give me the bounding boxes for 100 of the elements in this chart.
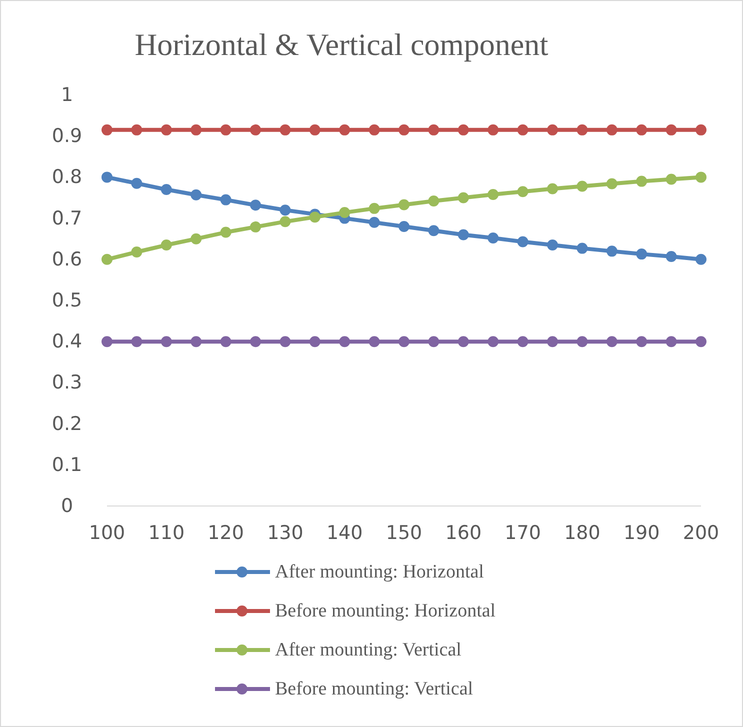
x-tick-label: 110 — [148, 522, 185, 544]
point — [398, 336, 410, 348]
point — [190, 124, 202, 136]
y-tick-label: 0 — [60, 495, 74, 517]
point — [517, 336, 528, 348]
point — [339, 336, 350, 348]
point — [339, 124, 350, 136]
x-tick-label: 160 — [445, 522, 482, 544]
x-tick-label: 130 — [267, 522, 304, 544]
point — [458, 192, 469, 204]
y-tick-label: 0.1 — [52, 454, 82, 476]
point — [517, 236, 528, 248]
point — [666, 336, 677, 348]
point — [547, 240, 558, 251]
point — [488, 124, 499, 136]
point — [309, 212, 320, 223]
point — [458, 124, 469, 136]
point — [220, 194, 232, 206]
point — [428, 336, 440, 348]
point — [102, 172, 112, 183]
point — [220, 124, 232, 136]
point — [606, 336, 618, 348]
x-tick-label: 150 — [386, 522, 422, 544]
point — [131, 178, 142, 189]
point — [280, 204, 291, 216]
chart-title: Horizontal & Vertical component — [134, 27, 549, 62]
x-tick-label: 170 — [504, 522, 541, 544]
point — [250, 336, 261, 348]
point — [250, 221, 261, 232]
point — [368, 336, 380, 348]
point — [576, 336, 588, 348]
point — [102, 336, 112, 348]
point — [576, 242, 588, 254]
point — [576, 180, 588, 192]
point — [458, 336, 469, 348]
x-tick-label: 100 — [88, 522, 126, 544]
point — [458, 229, 469, 240]
point — [398, 199, 410, 210]
legend-label: After mounting: Horizontal — [275, 562, 484, 582]
legend-label: Before mounting: Horizontal — [275, 600, 496, 622]
point — [488, 336, 499, 348]
x-tick-label: 180 — [564, 522, 600, 544]
point — [131, 246, 142, 258]
point — [398, 124, 410, 136]
point — [190, 336, 202, 348]
point — [160, 124, 172, 136]
point — [696, 254, 706, 265]
point — [368, 124, 380, 136]
point — [309, 124, 320, 136]
point — [131, 124, 142, 136]
point — [280, 336, 291, 348]
x-tick-label: 200 — [682, 522, 720, 544]
point — [160, 240, 172, 251]
point — [636, 336, 648, 348]
point — [606, 178, 618, 190]
point — [131, 336, 142, 348]
point — [190, 233, 202, 244]
point — [428, 124, 440, 136]
point — [488, 188, 499, 200]
point — [696, 336, 706, 348]
point — [280, 216, 291, 228]
y-tick-label: 0.8 — [52, 166, 82, 188]
point — [220, 336, 232, 348]
point — [636, 124, 648, 136]
point — [398, 221, 410, 232]
legend-label: After mounting: Vertical — [275, 640, 462, 660]
point — [547, 183, 558, 194]
point — [428, 196, 440, 207]
point — [102, 124, 112, 136]
point — [666, 174, 677, 185]
y-tick-label: 0.9 — [52, 125, 82, 148]
point — [636, 248, 648, 260]
y-tick-label: 0.5 — [52, 290, 82, 312]
point — [547, 124, 558, 136]
point — [250, 200, 261, 211]
y-tick-label: 1 — [60, 84, 74, 106]
point — [517, 124, 528, 136]
x-tick-label: 120 — [208, 522, 244, 544]
point — [576, 124, 588, 136]
y-tick-label: 0.7 — [52, 207, 82, 230]
point — [160, 336, 172, 348]
y-tick-label: 0.6 — [52, 248, 82, 270]
x-tick-label: 190 — [623, 522, 660, 544]
point — [696, 172, 706, 183]
point — [368, 216, 380, 228]
point — [636, 176, 648, 187]
point — [606, 246, 618, 257]
point — [488, 232, 499, 244]
x-tick-label: 140 — [326, 522, 363, 544]
point — [368, 202, 380, 214]
point — [250, 124, 261, 136]
point — [309, 336, 320, 348]
point — [547, 336, 558, 348]
point — [280, 124, 291, 136]
y-tick-label: 0.3 — [52, 372, 82, 394]
point — [190, 189, 202, 200]
y-tick-label: 0.2 — [52, 412, 82, 435]
legend-label: Before mounting: Vertical — [275, 678, 474, 700]
y-tick-label: 0.4 — [52, 330, 82, 353]
point — [696, 124, 706, 136]
